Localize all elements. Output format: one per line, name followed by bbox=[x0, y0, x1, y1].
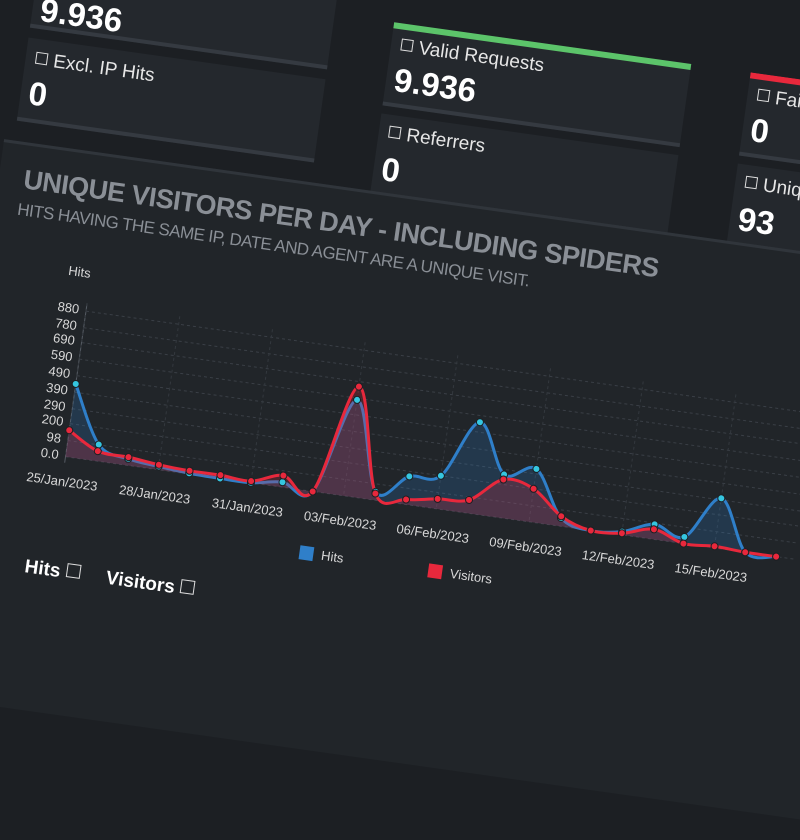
checkbox-icon bbox=[34, 51, 49, 66]
x-tick-label: 15/Feb/2023 bbox=[674, 560, 748, 585]
legend-label: Visitors bbox=[449, 566, 494, 587]
data-point bbox=[247, 477, 256, 486]
data-point bbox=[93, 447, 102, 456]
data-point bbox=[465, 495, 474, 504]
data-point bbox=[279, 471, 288, 480]
x-tick-label: 06/Feb/2023 bbox=[396, 521, 470, 546]
grid-line bbox=[79, 358, 800, 463]
checkbox-icon bbox=[180, 579, 196, 595]
data-point bbox=[475, 418, 484, 427]
y-tick-label: 590 bbox=[50, 347, 74, 365]
data-point bbox=[154, 460, 163, 469]
y-tick-label: 0.0 bbox=[40, 445, 60, 462]
x-grid-line bbox=[435, 355, 459, 509]
data-point bbox=[353, 395, 362, 404]
grid-line bbox=[76, 375, 800, 479]
data-point bbox=[557, 512, 566, 521]
data-point bbox=[499, 475, 508, 484]
legend-item: Visitors bbox=[427, 563, 494, 587]
y-tick-label: 780 bbox=[54, 315, 78, 333]
data-point bbox=[433, 494, 442, 503]
data-point bbox=[717, 494, 726, 503]
data-point bbox=[679, 539, 688, 548]
data-point bbox=[371, 489, 380, 498]
data-point bbox=[124, 453, 133, 462]
grid-line bbox=[72, 408, 800, 512]
y-tick-label: 880 bbox=[57, 299, 81, 317]
y-tick-label: 98 bbox=[46, 429, 62, 446]
data-point bbox=[216, 471, 225, 480]
x-tick-label: 31/Jan/2023 bbox=[211, 495, 284, 520]
legend-label: Hits bbox=[320, 548, 345, 566]
x-grid-line bbox=[65, 303, 88, 457]
x-grid-line bbox=[343, 342, 366, 496]
data-point bbox=[710, 542, 719, 551]
data-point bbox=[308, 487, 317, 496]
legend-swatch bbox=[298, 545, 315, 562]
grid-line bbox=[83, 327, 800, 431]
y-tick-label: 390 bbox=[45, 380, 69, 398]
x-tick-label: 25/Jan/2023 bbox=[26, 469, 99, 494]
data-point bbox=[65, 426, 74, 435]
y-tick-label: 690 bbox=[52, 330, 76, 348]
data-point bbox=[402, 495, 411, 504]
card-value: 0 bbox=[26, 74, 50, 114]
checkbox-icon bbox=[65, 563, 82, 579]
data-point bbox=[71, 379, 80, 388]
x-tick-label: 03/Feb/2023 bbox=[303, 508, 377, 533]
grid-line bbox=[85, 310, 800, 415]
x-grid-line bbox=[157, 316, 181, 470]
y-tick-label: 290 bbox=[43, 396, 67, 414]
x-grid-line bbox=[528, 368, 552, 522]
data-point bbox=[741, 548, 750, 557]
grid-line bbox=[81, 342, 800, 446]
data-point bbox=[185, 466, 194, 475]
x-grid-line bbox=[621, 381, 644, 535]
data-point bbox=[649, 525, 658, 534]
grid-line bbox=[67, 440, 799, 544]
x-tick-label: 12/Feb/2023 bbox=[581, 547, 655, 572]
grid-line bbox=[74, 391, 800, 496]
data-point bbox=[405, 472, 414, 481]
series-area bbox=[65, 383, 777, 558]
y-axis-label: Hits bbox=[67, 263, 92, 281]
x-grid-line bbox=[250, 329, 273, 483]
data-point bbox=[772, 552, 781, 561]
x-tick-label: 28/Jan/2023 bbox=[118, 482, 191, 507]
data-point bbox=[586, 526, 595, 535]
data-point bbox=[436, 471, 445, 480]
data-point bbox=[532, 464, 541, 473]
legend-item: Hits bbox=[298, 545, 345, 566]
y-tick-label: 200 bbox=[41, 411, 65, 429]
y-tick-label: 490 bbox=[48, 363, 72, 381]
grid-line bbox=[70, 423, 800, 527]
data-point bbox=[529, 484, 538, 493]
x-grid-line bbox=[713, 394, 737, 548]
data-point bbox=[354, 382, 363, 391]
data-point bbox=[617, 529, 626, 538]
tab-label[interactable]: Hits bbox=[23, 556, 62, 583]
x-tick-label: 09/Feb/2023 bbox=[488, 534, 562, 559]
legend-swatch bbox=[427, 563, 444, 580]
